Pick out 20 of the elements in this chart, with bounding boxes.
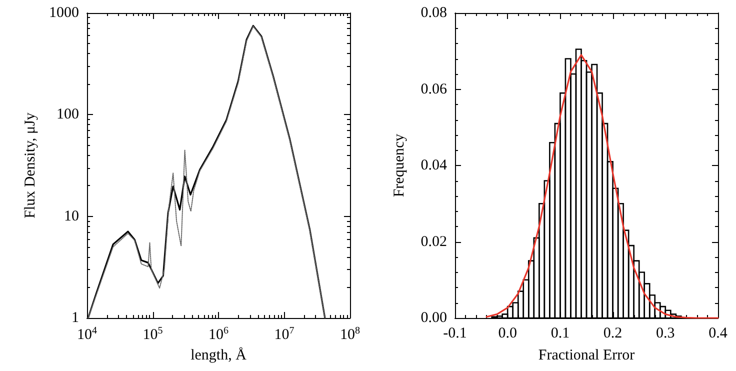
x-tick-label: 0.3 (656, 326, 675, 342)
y-tick-label: 10 (64, 208, 79, 224)
y-tick-label: 100 (56, 106, 79, 123)
y-tick-label: 1 (72, 310, 79, 326)
y-tick-label: 0.02 (420, 234, 447, 250)
x-tick-label: 0.1 (550, 326, 570, 342)
y-tick-label: 0.00 (420, 310, 447, 326)
y-axis-title: Flux Density, μJy (22, 112, 39, 218)
y-tick-label: 0.06 (420, 81, 448, 98)
x-tick-label: -0.1 (443, 326, 467, 342)
x-axis-title: length, Å (190, 346, 247, 364)
y-tick-label: 0.08 (420, 5, 447, 21)
x-tick-label: 0.2 (603, 326, 622, 342)
y-tick-label: 1000 (49, 5, 79, 21)
line-series (486, 54, 719, 319)
y-tick-label: 0.04 (420, 158, 448, 174)
x-tick-label: 0.0 (498, 326, 517, 342)
x-tick-label: 0.4 (708, 326, 728, 342)
x-axis-title: Fractional Error (538, 348, 635, 364)
y-axis-title: Frequency (392, 133, 408, 198)
